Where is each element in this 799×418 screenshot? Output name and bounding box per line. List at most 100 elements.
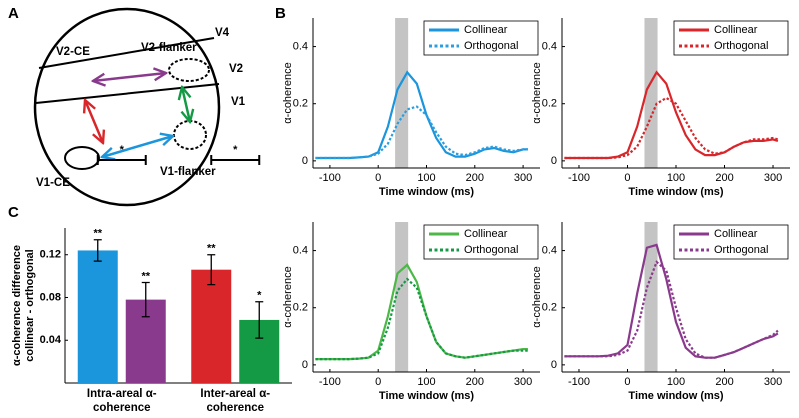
site-label: V2-CE bbox=[56, 46, 90, 58]
significance-label: ** bbox=[141, 270, 150, 282]
cortex-outline bbox=[33, 7, 221, 207]
y-axis-title: α-coherence difference bbox=[11, 245, 23, 366]
x-tick-label: 100 bbox=[417, 172, 435, 184]
significance-label: * bbox=[257, 290, 262, 302]
y-tick-label: 0 bbox=[551, 359, 557, 371]
y-tick-label: 0 bbox=[302, 359, 308, 371]
y-tick-label: 0.4 bbox=[542, 40, 557, 52]
x-tick-label: 200 bbox=[715, 172, 733, 184]
legend-box bbox=[423, 20, 539, 56]
y-tick-label: 0.2 bbox=[542, 302, 557, 314]
legend-box bbox=[423, 224, 539, 260]
x-tick-label: 0 bbox=[375, 376, 381, 388]
x-axis-title: Time window (ms) bbox=[379, 390, 474, 402]
x-tick-label: 0 bbox=[375, 172, 381, 184]
panel-label: C bbox=[8, 204, 19, 221]
legend-label: Collinear bbox=[714, 24, 758, 36]
error-bar bbox=[255, 301, 264, 339]
series-line bbox=[564, 243, 779, 359]
x-tick-label: 200 bbox=[466, 376, 484, 388]
x-tick-label: Inter-areal α-coherence bbox=[200, 388, 271, 414]
panel-label: B bbox=[275, 5, 286, 22]
y-axis-title: α-coherence bbox=[282, 266, 294, 327]
y-tick-label: 0.4 bbox=[542, 244, 557, 256]
error-bar bbox=[93, 239, 102, 262]
series-line bbox=[564, 96, 779, 160]
stimulus-window bbox=[395, 222, 409, 372]
x-tick-label: 100 bbox=[667, 172, 685, 184]
arrow bbox=[85, 100, 103, 143]
series-line bbox=[315, 263, 528, 361]
legend-label: Orthogonal bbox=[714, 244, 768, 256]
comparison-bracket bbox=[96, 155, 147, 165]
x-tick-label: 300 bbox=[514, 376, 532, 388]
y-tick-label: 0 bbox=[302, 155, 308, 167]
x-tick-label: 300 bbox=[514, 172, 532, 184]
error-bar bbox=[141, 281, 150, 318]
legend-label: Orthogonal bbox=[714, 40, 768, 52]
x-tick-label: 100 bbox=[417, 376, 435, 388]
x-axis-title: Time window (ms) bbox=[379, 186, 474, 198]
receptive-field bbox=[168, 58, 210, 82]
x-tick-label: 0 bbox=[624, 376, 630, 388]
legend-box bbox=[673, 224, 789, 260]
y-axis-title: α-coherence bbox=[531, 266, 543, 327]
y-axis-title: collinear - orthogonal bbox=[24, 249, 36, 361]
x-tick-label: -100 bbox=[568, 376, 590, 388]
legend-label: Collinear bbox=[464, 228, 508, 240]
bar bbox=[77, 250, 118, 383]
x-tick-label: 200 bbox=[715, 376, 733, 388]
y-tick-label: 0.2 bbox=[293, 302, 308, 314]
x-tick-label: Intra-areal α-coherence bbox=[86, 388, 157, 414]
area-boundary bbox=[38, 37, 215, 69]
legend-label: Collinear bbox=[714, 228, 758, 240]
stimulus-window bbox=[644, 18, 658, 168]
comparison-label: * bbox=[120, 144, 125, 156]
site-label: V2-flanker bbox=[141, 42, 197, 54]
x-tick-label: -100 bbox=[319, 172, 341, 184]
area-label: V4 bbox=[215, 27, 230, 39]
arrow bbox=[93, 73, 166, 81]
y-tick-label: 0.4 bbox=[293, 244, 308, 256]
significance-label: ** bbox=[93, 228, 102, 240]
series-line bbox=[315, 70, 528, 160]
area-label: V1 bbox=[231, 96, 246, 108]
series-line bbox=[564, 70, 779, 160]
x-axis-title: Time window (ms) bbox=[628, 390, 723, 402]
x-tick-label: 300 bbox=[764, 376, 782, 388]
y-tick-label: 0.4 bbox=[293, 40, 308, 52]
error-bar bbox=[207, 254, 216, 286]
x-tick-label: 200 bbox=[466, 172, 484, 184]
arrow bbox=[182, 87, 190, 122]
legend-label: Orthogonal bbox=[464, 244, 518, 256]
y-tick-label: 0.08 bbox=[40, 291, 61, 303]
y-tick-label: 0.04 bbox=[40, 334, 62, 346]
comparison-bracket bbox=[210, 155, 261, 165]
area-boundary bbox=[35, 83, 220, 104]
arrow bbox=[102, 136, 173, 157]
site-label: V1-flanker bbox=[160, 166, 216, 178]
legend-label: Orthogonal bbox=[464, 40, 518, 52]
stimulus-window bbox=[395, 18, 409, 168]
receptive-field bbox=[64, 146, 100, 170]
receptive-field bbox=[173, 120, 207, 150]
diagram: V4 V2-CE V2-flanker V2 V1 V1-CE V1-flank… bbox=[33, 7, 246, 207]
x-tick-label: 0 bbox=[624, 172, 630, 184]
y-tick-label: 0.2 bbox=[542, 98, 557, 110]
series-line bbox=[564, 260, 779, 359]
y-axis-title: α-coherence bbox=[531, 62, 543, 123]
area-label: V2 bbox=[229, 63, 243, 75]
y-tick-label: 0 bbox=[551, 155, 557, 167]
y-tick-label: 0.2 bbox=[293, 98, 308, 110]
series-line bbox=[315, 277, 528, 361]
comparison-label: * bbox=[233, 144, 238, 156]
significance-label: ** bbox=[207, 243, 216, 255]
x-axis-title: Time window (ms) bbox=[628, 186, 723, 198]
legend-label: Collinear bbox=[464, 24, 508, 36]
series-line bbox=[315, 105, 528, 160]
legend-box bbox=[673, 20, 789, 56]
y-tick-label: 0.12 bbox=[40, 249, 61, 261]
x-tick-label: -100 bbox=[319, 376, 341, 388]
